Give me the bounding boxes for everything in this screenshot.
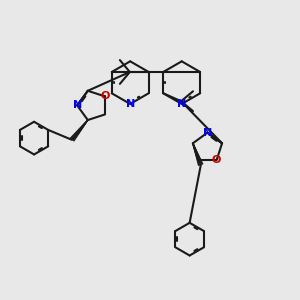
Text: N: N (203, 128, 212, 138)
Text: N: N (73, 100, 82, 110)
Text: N: N (126, 99, 135, 109)
Text: O: O (100, 92, 110, 101)
Text: O: O (212, 155, 221, 165)
Text: N: N (177, 99, 186, 109)
